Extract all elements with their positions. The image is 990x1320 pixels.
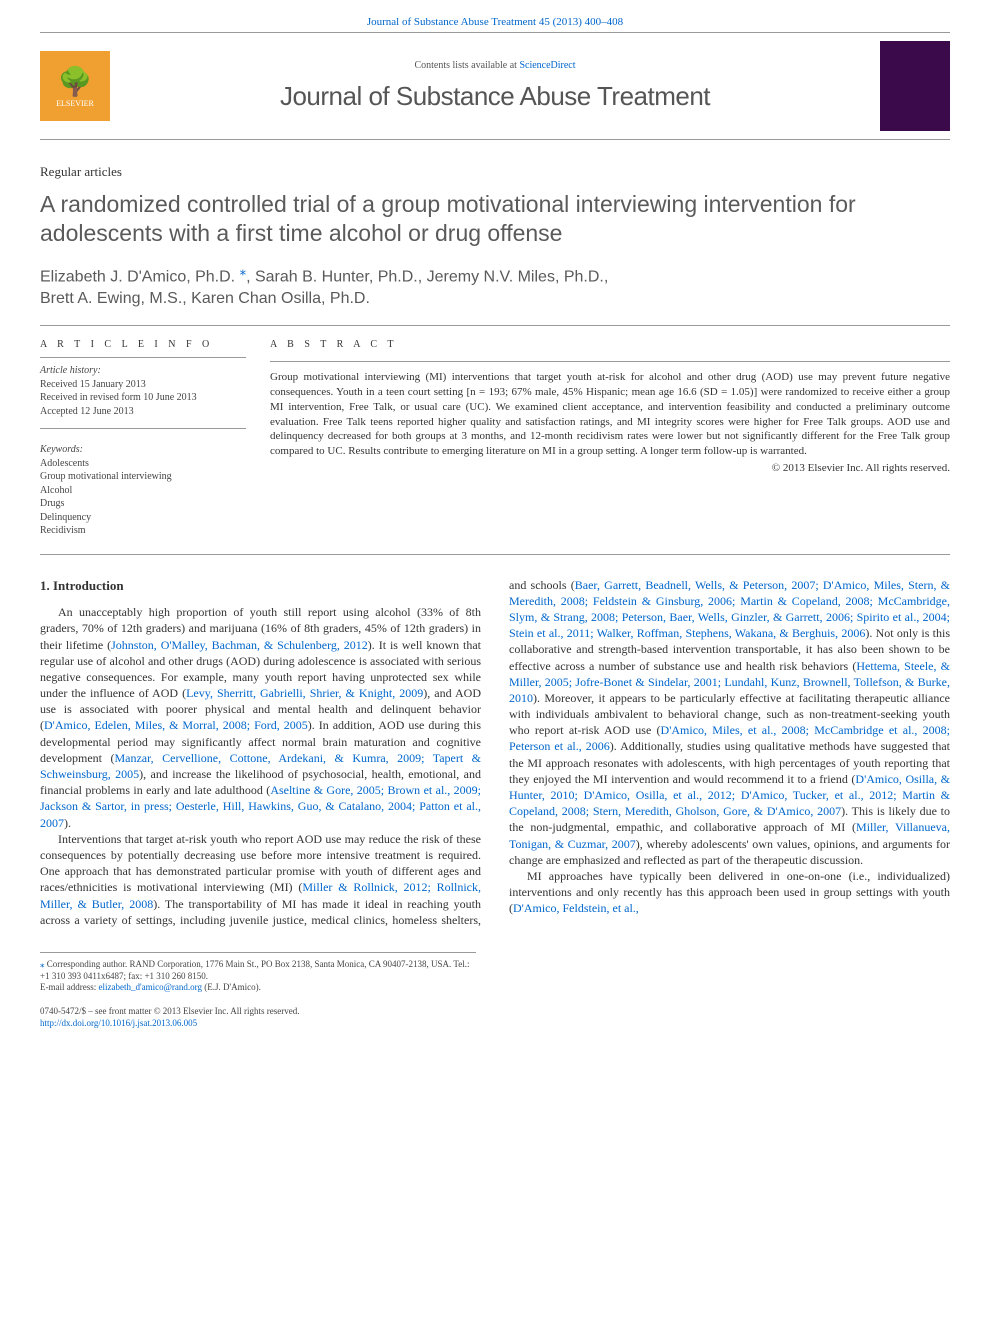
- paragraph-1: An unacceptably high proportion of youth…: [40, 604, 481, 831]
- history-revised: Received in revised form 10 June 2013: [40, 391, 246, 405]
- separator-bottom: [40, 554, 950, 555]
- keyword: Adolescents: [40, 457, 246, 471]
- issn-copyright-block: 0740-5472/$ – see front matter © 2013 El…: [40, 1006, 476, 1029]
- section-heading-intro: 1. Introduction: [40, 577, 481, 595]
- journal-cover-thumbnail: [880, 41, 950, 131]
- keyword: Recidivism: [40, 524, 246, 538]
- author-rest-1: , Sarah B. Hunter, Ph.D., Jeremy N.V. Mi…: [246, 268, 608, 285]
- keyword: Delinquency: [40, 511, 246, 525]
- keyword: Alcohol: [40, 484, 246, 498]
- email-label: E-mail address:: [40, 982, 98, 992]
- article-type: Regular articles: [40, 164, 950, 180]
- paragraph-3: MI approaches have typically been delive…: [509, 868, 950, 917]
- elsevier-tree-icon: 🌳: [58, 65, 93, 99]
- publisher-name: ELSEVIER: [56, 99, 94, 108]
- footnote-text: Corresponding author. RAND Corporation, …: [40, 959, 469, 981]
- running-header: Journal of Substance Abuse Treatment 45 …: [0, 0, 990, 32]
- publisher-logo: 🌳 ELSEVIER: [40, 51, 110, 121]
- keyword: Drugs: [40, 497, 246, 511]
- abstract-text: Group motivational interviewing (MI) int…: [270, 370, 950, 459]
- citation-link[interactable]: Johnston, O'Malley, Bachman, & Schulenbe…: [111, 638, 368, 652]
- history-accepted: Accepted 12 June 2013: [40, 405, 246, 419]
- abstract-copyright: © 2013 Elsevier Inc. All rights reserved…: [270, 461, 950, 476]
- banner-center: Contents lists available at ScienceDirec…: [126, 60, 864, 112]
- abstract-block: A B S T R A C T Group motivational inter…: [270, 338, 950, 538]
- journal-name: Journal of Substance Abuse Treatment: [126, 81, 864, 112]
- contents-line: Contents lists available at ScienceDirec…: [126, 60, 864, 71]
- email-suffix: (E.J. D'Amico).: [202, 982, 261, 992]
- citation-link[interactable]: Levy, Sherritt, Gabrielli, Shrier, & Kni…: [186, 686, 423, 700]
- history-received: Received 15 January 2013: [40, 378, 246, 392]
- keyword: Group motivational interviewing: [40, 470, 246, 484]
- contents-prefix: Contents lists available at: [414, 60, 519, 71]
- citation-link[interactable]: D'Amico, Edelen, Miles, & Morral, 2008; …: [44, 718, 308, 732]
- article-info-block: A R T I C L E I N F O Article history: R…: [40, 338, 270, 538]
- sciencedirect-link[interactable]: ScienceDirect: [519, 60, 575, 71]
- doi-link[interactable]: http://dx.doi.org/10.1016/j.jsat.2013.06…: [40, 1018, 197, 1028]
- abstract-label: A B S T R A C T: [270, 338, 950, 352]
- article-info-label: A R T I C L E I N F O: [40, 338, 246, 352]
- email-link[interactable]: elizabeth_d'amico@rand.org: [98, 982, 201, 992]
- article-info-row: A R T I C L E I N F O Article history: R…: [40, 326, 950, 554]
- history-title: Article history:: [40, 364, 246, 378]
- author-list: Elizabeth J. D'Amico, Ph.D. ⁎, Sarah B. …: [40, 262, 950, 311]
- body-columns: 1. Introduction An unacceptably high pro…: [40, 577, 950, 928]
- journal-banner: 🌳 ELSEVIER Contents lists available at S…: [40, 32, 950, 140]
- keywords-title: Keywords:: [40, 443, 246, 457]
- citation-link[interactable]: D'Amico, Feldstein, et al.,: [513, 901, 639, 915]
- article-title: A randomized controlled trial of a group…: [40, 190, 950, 248]
- author-rest-2: Brett A. Ewing, M.S., Karen Chan Osilla,…: [40, 290, 370, 307]
- author-1: Elizabeth J. D'Amico, Ph.D.: [40, 268, 240, 285]
- corresponding-footnote: ⁎ Corresponding author. RAND Corporation…: [40, 952, 476, 994]
- issn-line: 0740-5472/$ – see front matter © 2013 El…: [40, 1006, 476, 1018]
- keywords-list: Adolescents Group motivational interview…: [40, 457, 246, 538]
